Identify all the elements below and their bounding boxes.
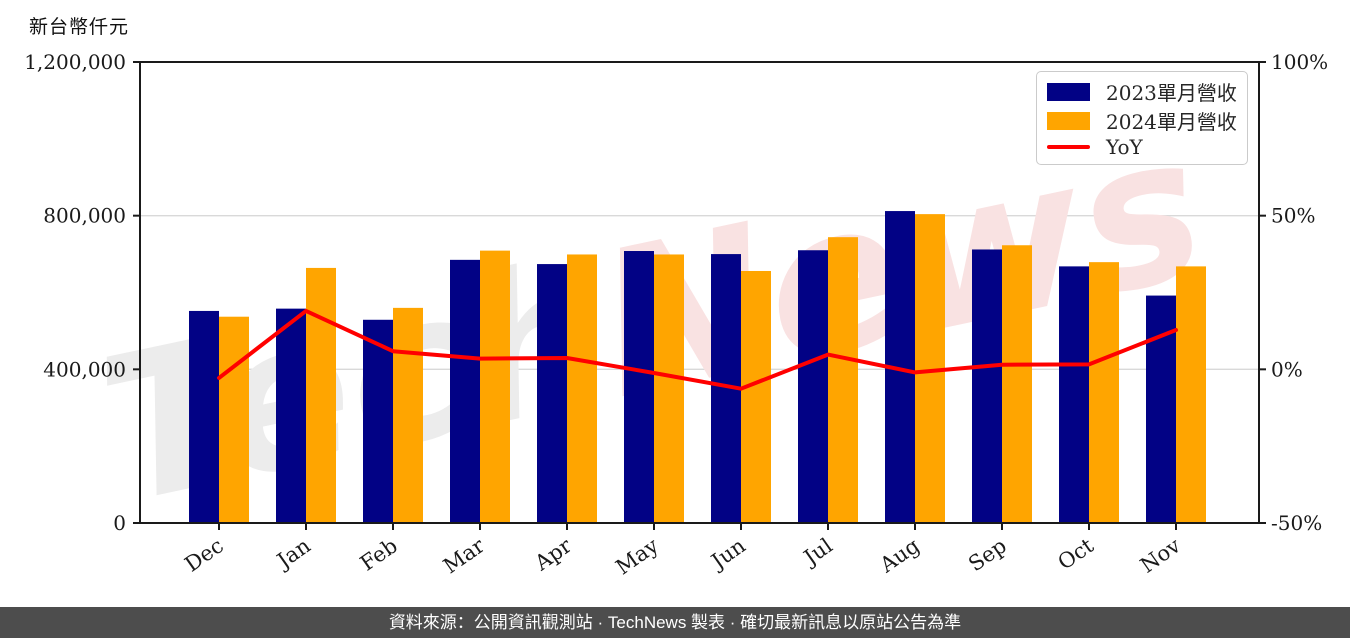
bar-2024-Dec (219, 316, 249, 523)
legend-swatch-2023 (1047, 82, 1090, 101)
bar-2023-Mar (450, 259, 480, 523)
bar-2024-Oct (1089, 262, 1119, 523)
x-label-May: May (612, 533, 663, 579)
y-label-left-0: 0 (113, 511, 126, 535)
yoy-line (217, 308, 1178, 391)
y-axis-unit-label: 新台幣仟元 (29, 16, 130, 38)
y-label-right-100: 100% (1271, 50, 1328, 74)
bar-2024-Feb (393, 307, 423, 523)
source-footer-text: 資料來源：公開資訊觀測站 · TechNews 製表 · 確切最新訊息以原站公告… (388, 613, 962, 632)
x-label-Oct: Oct (1053, 533, 1098, 574)
x-label-Apr: Apr (530, 533, 577, 576)
x-label-Dec: Dec (180, 533, 227, 576)
bar-2024-Jun (741, 270, 771, 523)
x-label-Feb: Feb (356, 533, 402, 575)
x-label-Sep: Sep (964, 533, 1011, 576)
legend-swatch-yoy (1047, 145, 1090, 149)
bar-2024-Mar (480, 250, 510, 523)
bar-2024-Nov (1176, 266, 1206, 523)
bar-2024-Jan (306, 267, 336, 523)
x-label-Aug: Aug (875, 533, 924, 577)
bar-2023-Jul (798, 250, 828, 523)
y-label-right-50: 50% (1271, 204, 1315, 228)
x-label-Jul: Jul (798, 533, 837, 570)
x-label-Jan: Jan (271, 533, 315, 574)
x-label-Nov: Nov (1136, 533, 1185, 577)
legend-label-2023: 2023單月營收 (1106, 81, 1237, 105)
bar-2023-Feb (363, 319, 393, 523)
legend: 2023單月營收 2024單月營收 YoY (1036, 71, 1248, 165)
legend-item-2024: 2024單月營收 (1047, 106, 1237, 135)
x-label-Mar: Mar (439, 533, 490, 578)
bar-2024-Apr (567, 254, 597, 523)
y-label-left-400000: 400,000 (43, 357, 126, 381)
y-label-left-1200000: 1,200,000 (24, 50, 126, 74)
y-label-right--50: -50% (1271, 511, 1322, 535)
legend-label-2024: 2024單月營收 (1106, 110, 1237, 134)
legend-item-yoy: YoY (1047, 135, 1237, 159)
y-label-left-800000: 800,000 (43, 204, 126, 228)
bar-2024-Jul (828, 237, 858, 523)
bar-2023-May (624, 251, 654, 523)
bar-2023-Dec (189, 310, 219, 523)
y-label-right-0: 0% (1271, 357, 1303, 381)
chart-canvas: TechNews0400,000800,0001,200,000-50%0%50… (24, 50, 1328, 579)
bar-2024-May (654, 254, 684, 523)
legend-item-2023: 2023單月營收 (1047, 77, 1237, 106)
bar-2024-Sep (1002, 245, 1032, 523)
source-footer: 資料來源：公開資訊觀測站 · TechNews 製表 · 確切最新訊息以原站公告… (0, 607, 1350, 638)
bar-2023-Jan (276, 308, 306, 523)
bar-2023-Apr (537, 264, 567, 523)
legend-swatch-2024 (1047, 111, 1090, 130)
legend-label-yoy: YoY (1106, 135, 1143, 159)
plot-frame (139, 61, 1260, 524)
bar-2023-Oct (1059, 266, 1089, 523)
bar-2023-Sep (972, 249, 1002, 523)
x-label-Jun: Jun (705, 533, 749, 574)
